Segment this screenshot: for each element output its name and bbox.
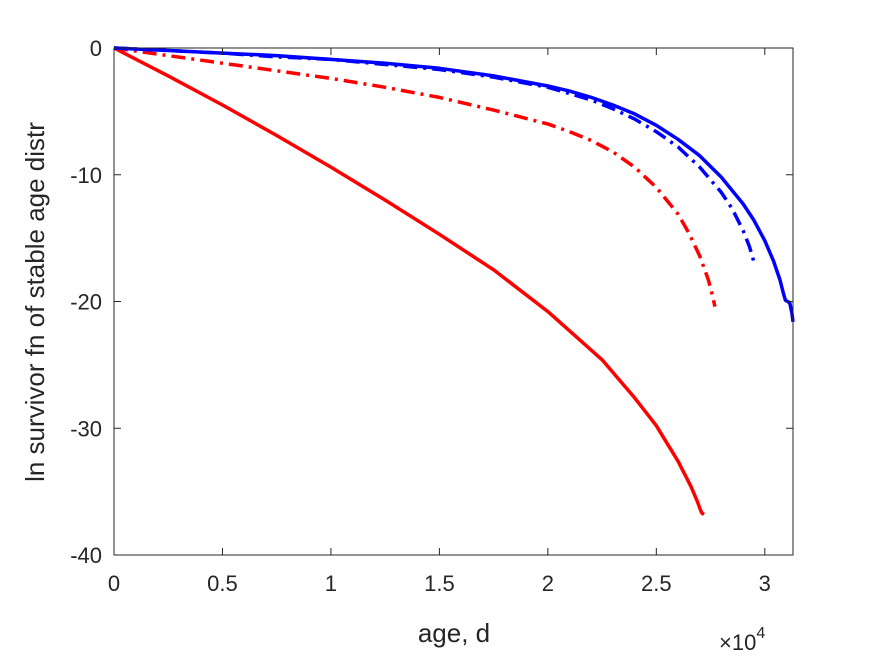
x-tick-label: 0 <box>108 571 120 596</box>
y-tick-label: -10 <box>70 163 102 188</box>
x-tick-label: 1 <box>325 571 337 596</box>
x-tick-label: 2.5 <box>641 571 672 596</box>
x-multiplier-exponent: 4 <box>756 625 765 642</box>
tick-layer: 0 0.5 1 1.5 2 2.5 3 0 -10 -20 -30 -40 <box>70 36 793 596</box>
x-tick-label: 2 <box>542 571 554 596</box>
x-tick-label: 1.5 <box>424 571 455 596</box>
x-tick-label: 0.5 <box>207 571 238 596</box>
y-tick-label: -20 <box>70 290 102 315</box>
plot-area <box>114 48 793 555</box>
series-line-4 <box>113 46 795 323</box>
x-multiplier-base: ×10 <box>719 630 756 655</box>
y-tick-label: -40 <box>70 543 102 568</box>
x-axis-label: age, d <box>418 618 490 648</box>
y-tick-label: -30 <box>70 416 102 441</box>
x-multiplier-label: ×104 <box>719 625 765 655</box>
series-layer <box>113 46 795 516</box>
y-axis-label: ln survivor fn of stable age distr <box>20 122 50 482</box>
series-line-1 <box>113 46 705 516</box>
y-tick-label: 0 <box>90 36 102 61</box>
series-line-2 <box>113 46 717 307</box>
x-tick-label: 3 <box>759 571 771 596</box>
